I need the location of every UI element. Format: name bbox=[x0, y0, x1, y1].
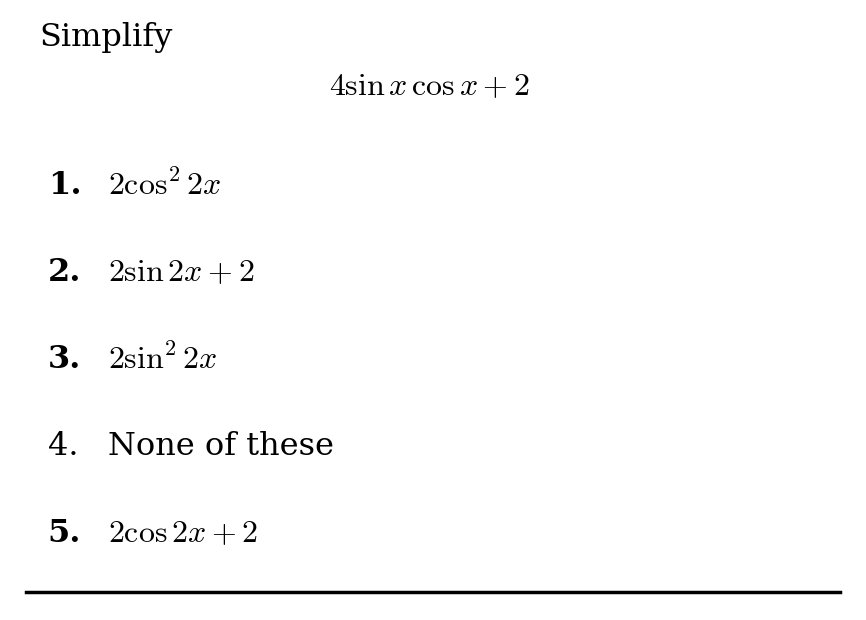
Text: 2.: 2. bbox=[48, 257, 81, 288]
Text: 4.: 4. bbox=[48, 431, 78, 462]
Text: $2\sin^2 2x$: $2\sin^2 2x$ bbox=[108, 344, 217, 376]
Text: $2\cos^2 2x$: $2\cos^2 2x$ bbox=[108, 170, 221, 202]
Text: $2\cos 2x + 2$: $2\cos 2x + 2$ bbox=[108, 518, 258, 549]
Text: 3.: 3. bbox=[48, 344, 81, 375]
Text: $4 \sin x\,\cos x + 2$: $4 \sin x\,\cos x + 2$ bbox=[329, 71, 530, 102]
Text: $2\sin 2x + 2$: $2\sin 2x + 2$ bbox=[108, 257, 255, 288]
Text: None of these: None of these bbox=[108, 431, 334, 462]
Text: 5.: 5. bbox=[48, 518, 81, 549]
Text: 1.: 1. bbox=[48, 170, 81, 202]
Text: Simplify: Simplify bbox=[39, 22, 172, 53]
